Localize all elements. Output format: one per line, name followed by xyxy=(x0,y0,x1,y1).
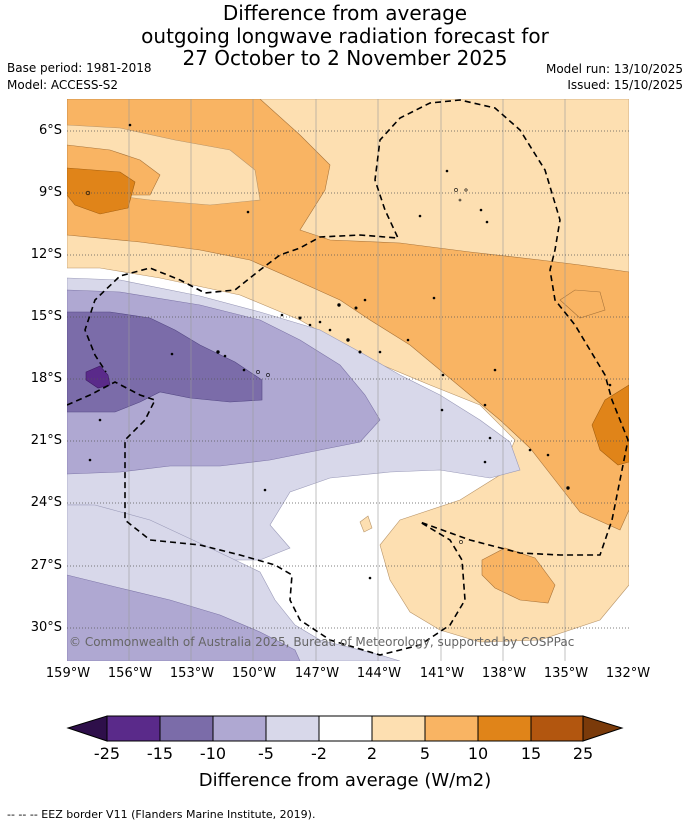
title-line-3: 27 October to 2 November 2025 xyxy=(182,46,508,70)
lon-label: 156°W xyxy=(107,666,153,681)
lat-label: 27°S xyxy=(30,558,62,573)
colorbar-swatch-neg10-neg5 xyxy=(212,715,267,742)
latitude-gridlines xyxy=(67,130,629,629)
colorbar-swatch-below-min xyxy=(66,715,108,742)
eez-legend-note: -- -- -- EEZ border V11 (Flanders Marine… xyxy=(7,808,316,821)
lon-label: 141°W xyxy=(419,666,465,681)
lon-label: 159°W xyxy=(45,666,91,681)
model-run: Model run: 13/10/2025 xyxy=(545,62,683,76)
colorbar-tick-label: -25 xyxy=(93,744,121,763)
anomaly-region-5-10 xyxy=(481,547,556,604)
colorbar-swatch-2-5 xyxy=(371,715,426,742)
lon-label: 135°W xyxy=(543,666,589,681)
title-line-2: outgoing longwave radiation forecast for xyxy=(141,24,549,48)
lon-label: 153°W xyxy=(169,666,215,681)
colorbar-swatch-neg2-2 xyxy=(318,715,373,742)
colorbar-swatch-neg15-neg10 xyxy=(159,715,214,742)
lat-label: 12°S xyxy=(30,247,62,262)
anomaly-region-10-15 xyxy=(67,167,136,215)
colorbar-swatch-neg5-neg2 xyxy=(265,715,320,742)
anomaly-region-neg10-neg15 xyxy=(67,311,263,413)
anomaly-region-5-10 xyxy=(559,289,606,319)
colorbar-tick-label: 5 xyxy=(419,744,431,763)
issued-date: Issued: 15/10/2025 xyxy=(567,78,683,92)
colorbar-tick-label: -2 xyxy=(311,744,327,763)
lat-label: 15°S xyxy=(30,309,62,324)
colorbar-tick-label: 15 xyxy=(520,744,542,763)
lon-label: 150°W xyxy=(231,666,277,681)
lat-label: 9°S xyxy=(38,185,62,200)
anomaly-region-neg5-neg10 xyxy=(67,574,301,661)
anomaly-region-10-15 xyxy=(591,384,629,466)
colorbar-tick-label: -10 xyxy=(199,744,227,763)
lat-label: 30°S xyxy=(30,620,62,635)
colorbar-tick-label: 10 xyxy=(467,744,489,763)
colorbar-swatch-neg25-neg15 xyxy=(106,715,161,742)
lat-label: 24°S xyxy=(30,495,62,510)
colorbar-tick-label: -5 xyxy=(258,744,274,763)
eez-border xyxy=(67,99,629,656)
base-period: Base period: 1981-2018 xyxy=(7,61,152,75)
colorbar-tick-label: 2 xyxy=(366,744,378,763)
colorbar xyxy=(66,715,624,742)
colorbar-swatch-5-10 xyxy=(424,715,479,742)
island-markers xyxy=(85,123,612,580)
anomaly-region-2-5 xyxy=(359,515,373,533)
model-name: Model: ACCESS-S2 xyxy=(7,78,119,92)
colorbar-swatch-10-15 xyxy=(477,715,532,742)
lat-label: 6°S xyxy=(38,123,62,138)
colorbar-tick-label: 25 xyxy=(572,744,594,763)
lon-label: 144°W xyxy=(356,666,402,681)
lat-label: 21°S xyxy=(30,433,62,448)
title-line-1: Difference from average xyxy=(222,1,468,25)
lon-label: 132°W xyxy=(605,666,651,681)
colorbar-title: Difference from average (W/m2) xyxy=(198,770,492,791)
copyright-notice: © Commonwealth of Australia 2025, Bureau… xyxy=(69,635,574,649)
lat-label: 18°S xyxy=(30,371,62,386)
map-area: © Commonwealth of Australia 2025, Bureau… xyxy=(67,99,629,661)
anomaly-region-neg15-neg25 xyxy=(85,365,111,389)
lon-label: 147°W xyxy=(294,666,340,681)
anomaly-region-5-10 xyxy=(67,99,629,531)
colorbar-tick-label: -15 xyxy=(146,744,174,763)
colorbar-swatch-above-max xyxy=(582,715,624,742)
lon-label: 138°W xyxy=(481,666,527,681)
colorbar-swatch-15-25 xyxy=(530,715,584,742)
